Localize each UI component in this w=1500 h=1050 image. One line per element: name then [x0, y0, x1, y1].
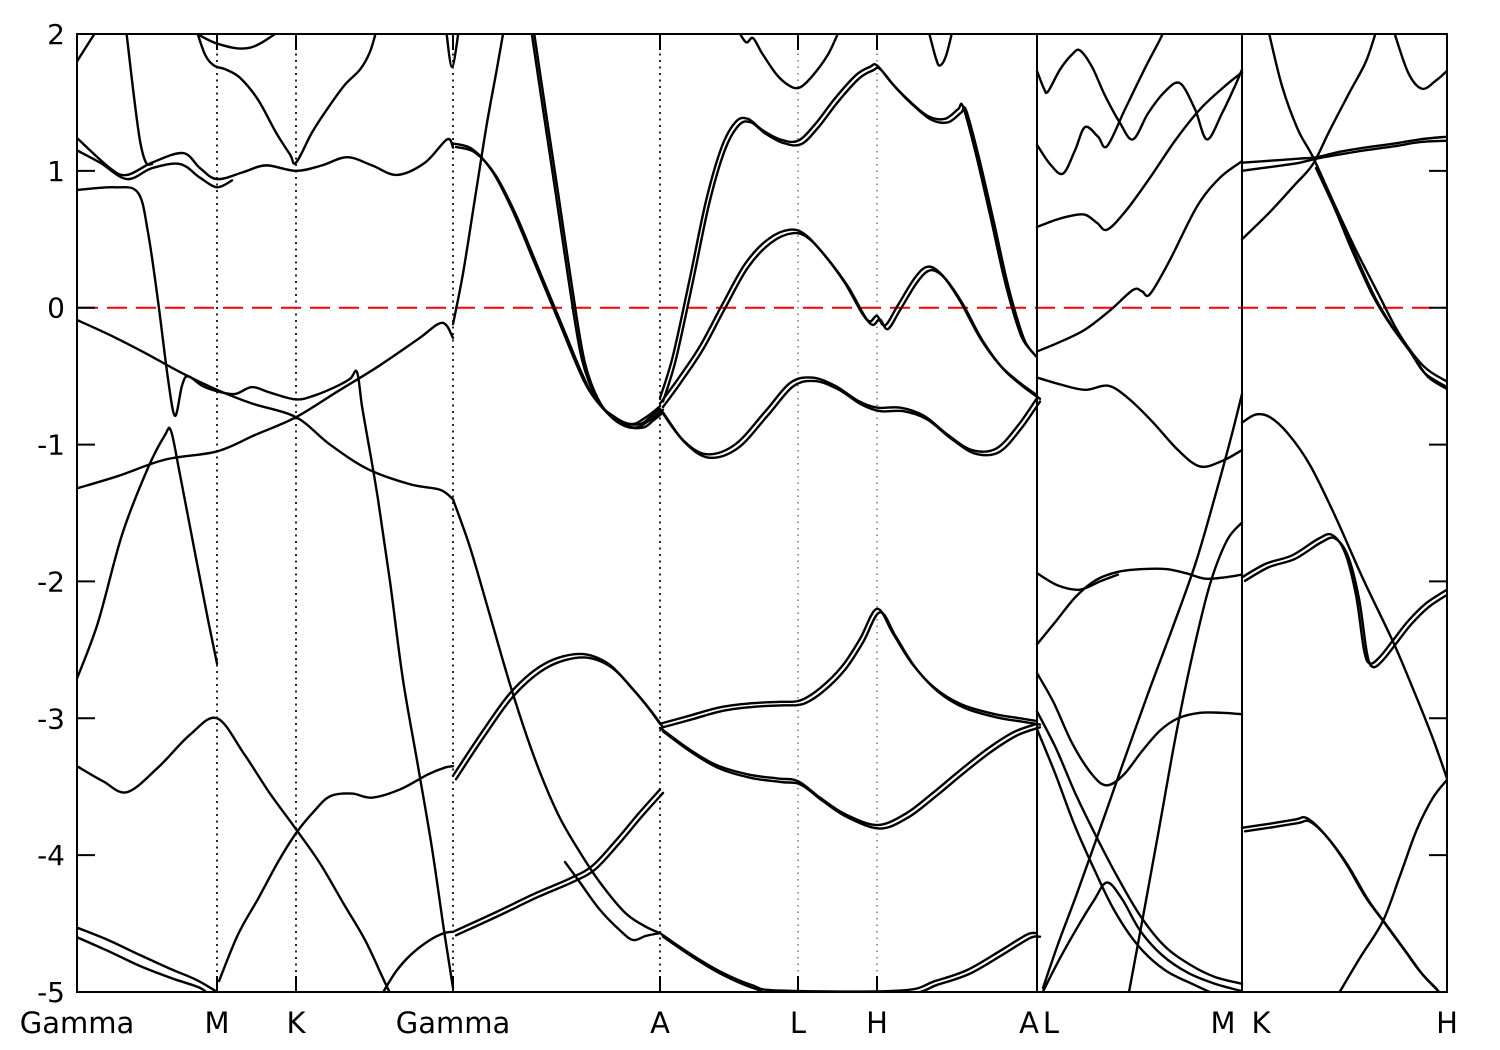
band-curve — [1035, 376, 1244, 469]
band-curve — [77, 936, 209, 992]
band-curve-pair — [661, 935, 1042, 992]
y-tick-label--1: -1 — [37, 429, 65, 462]
band-curve-pair — [661, 726, 1042, 830]
band-curve — [1041, 392, 1244, 990]
band-curve — [658, 722, 1039, 827]
band-curve — [928, 34, 953, 67]
band-curve-pair — [1317, 170, 1447, 391]
band-curve-pair — [533, 34, 665, 429]
y-tick-label-1: 1 — [47, 155, 65, 188]
band-curve — [530, 34, 662, 426]
band-curve — [451, 34, 505, 326]
band-curve — [1035, 34, 1164, 176]
x-tick-label-H-11: H — [1436, 1006, 1458, 1040]
band-curve — [381, 930, 455, 992]
band-curve — [1240, 412, 1447, 780]
band-curve — [1240, 34, 1377, 241]
band-curve — [77, 318, 455, 501]
band-curve — [738, 34, 839, 90]
x-tick-label-H-6: H — [866, 1006, 888, 1040]
x-tick-label-A-7: A — [1019, 1006, 1039, 1040]
y-tick-label--4: -4 — [37, 839, 65, 872]
x-tick-label-L-5: L — [790, 1006, 806, 1040]
band-curve — [658, 931, 1039, 992]
band-curve-pair — [1243, 819, 1441, 992]
band-curve — [77, 186, 455, 990]
band-curve — [1035, 572, 1120, 591]
band-curve — [658, 63, 1035, 400]
band-curve — [1035, 567, 1244, 646]
band-curve-pair — [661, 611, 1042, 729]
x-tick-label-Gamma-0: Gamma — [20, 1006, 135, 1040]
y-tick-label-0: 0 — [47, 292, 65, 325]
band-curve — [1035, 71, 1244, 232]
band-curve — [1338, 778, 1447, 992]
y-tick-label--3: -3 — [37, 702, 65, 735]
band-curve — [77, 926, 217, 992]
x-tick-label-L-8: L — [1043, 1006, 1059, 1040]
band-curve-pair — [454, 656, 665, 781]
x-tick-label-M-1: M — [204, 1006, 229, 1040]
band-curve — [77, 136, 455, 181]
band-curve — [196, 34, 377, 165]
band-curve — [1035, 728, 1213, 992]
band-curve — [658, 607, 1039, 725]
y-tick-label--5: -5 — [37, 976, 65, 1009]
band-curve — [1035, 160, 1244, 353]
band-curve-pair — [661, 379, 1042, 459]
x-tick-label-Gamma-3: Gamma — [396, 1006, 511, 1040]
x-tick-label-K-2: K — [286, 1006, 306, 1040]
x-tick-label-A-4: A — [650, 1006, 670, 1040]
band-curve — [217, 764, 455, 983]
band-curve-pair — [1243, 536, 1447, 669]
band-curve — [125, 34, 154, 166]
y-tick-label-2: 2 — [47, 18, 65, 51]
band-curve — [563, 860, 662, 942]
band-curve — [451, 788, 662, 933]
band-curve — [1035, 48, 1244, 141]
band-curve — [77, 426, 219, 680]
band-curve — [445, 34, 460, 69]
x-tick-label-M-9: M — [1210, 1006, 1235, 1040]
band-curve — [77, 149, 234, 189]
plot-border — [76, 33, 1448, 993]
band-curve-pair — [454, 791, 665, 937]
band-curve-pair — [661, 66, 1038, 403]
band-curve — [1393, 34, 1447, 91]
band-curve — [1240, 135, 1447, 164]
band-curve — [1035, 671, 1244, 787]
x-tick-label-K-10: K — [1251, 1006, 1271, 1040]
band-curve — [195, 34, 278, 50]
bands-group — [77, 34, 1447, 992]
band-curve — [658, 376, 1039, 456]
band-curve — [1035, 710, 1244, 985]
band-curve — [451, 498, 662, 935]
band-curve — [1240, 139, 1447, 173]
band-curve-pair — [454, 145, 665, 430]
band-curve — [1041, 881, 1242, 992]
band-curve — [1240, 532, 1447, 665]
y-tick-label--2: -2 — [37, 565, 65, 598]
band-curve — [77, 34, 96, 63]
band-curve-pair — [661, 231, 1042, 409]
band-curve — [77, 716, 391, 992]
